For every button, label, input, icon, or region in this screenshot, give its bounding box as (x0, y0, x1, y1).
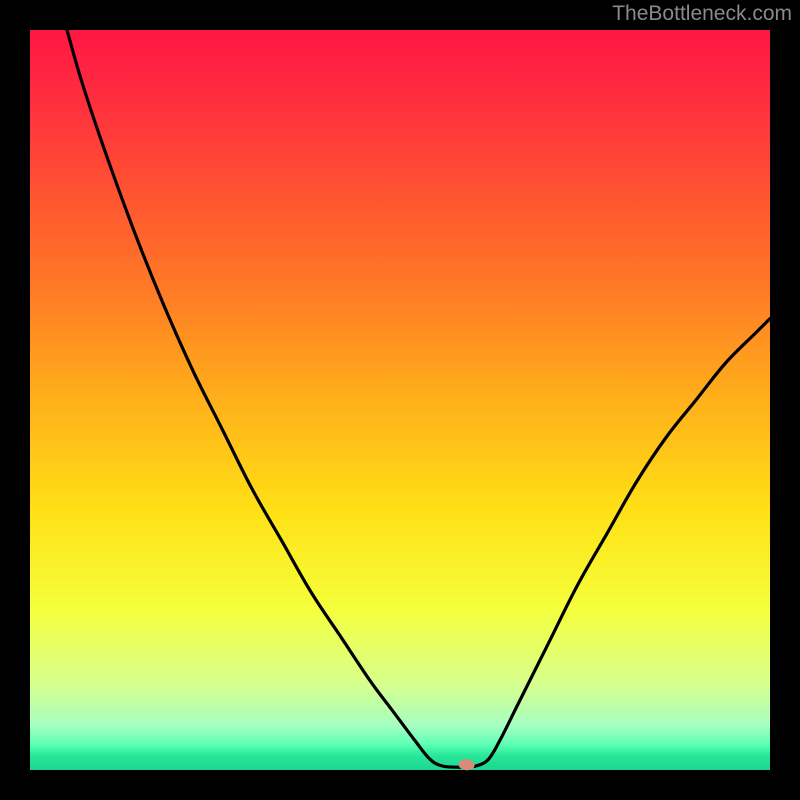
chart-container: TheBottleneck.com (0, 0, 800, 800)
bottleneck-chart (0, 0, 800, 800)
plot-area (30, 30, 770, 770)
watermark-text: TheBottleneck.com (612, 2, 792, 26)
